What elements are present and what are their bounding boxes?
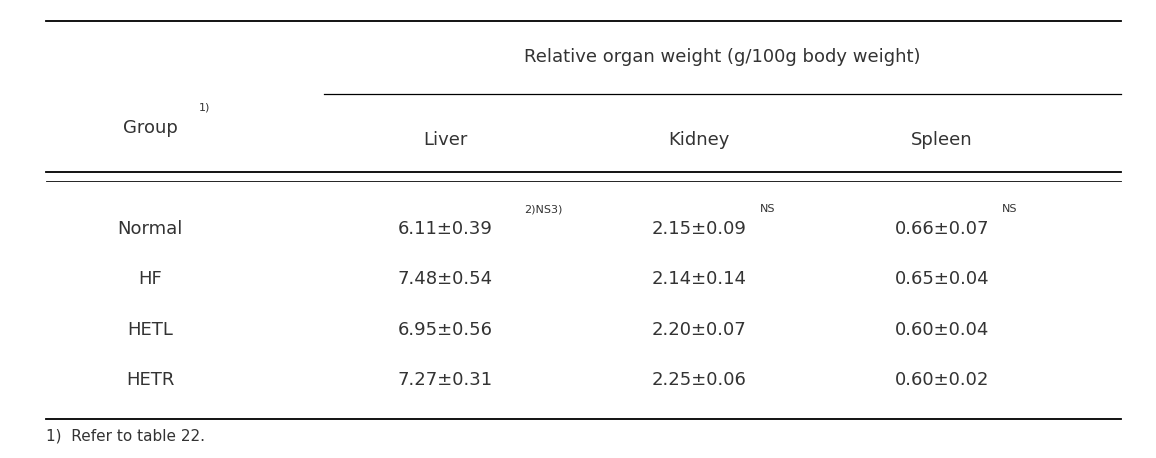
Text: HETR: HETR	[126, 371, 175, 389]
Text: Liver: Liver	[423, 131, 467, 149]
Text: 7.48±0.54: 7.48±0.54	[398, 270, 492, 289]
Text: Relative organ weight (g/100g body weight): Relative organ weight (g/100g body weigh…	[525, 48, 920, 66]
Text: Normal: Normal	[118, 220, 183, 238]
Text: Kidney: Kidney	[668, 131, 731, 149]
Text: NS: NS	[1002, 204, 1017, 214]
Text: HETL: HETL	[127, 321, 173, 339]
Text: 1)  Refer to table 22.: 1) Refer to table 22.	[46, 428, 206, 443]
Text: 0.66±0.07: 0.66±0.07	[895, 220, 990, 238]
Text: Group: Group	[123, 119, 178, 137]
Text: 1): 1)	[199, 102, 210, 112]
Text: Spleen: Spleen	[911, 131, 973, 149]
Text: 6.95±0.56: 6.95±0.56	[398, 321, 492, 339]
Text: 2.20±0.07: 2.20±0.07	[652, 321, 747, 339]
Text: 0.60±0.04: 0.60±0.04	[895, 321, 990, 339]
Text: 2)NS3): 2)NS3)	[524, 204, 562, 214]
Text: NS: NS	[759, 204, 775, 214]
Text: 2.15±0.09: 2.15±0.09	[652, 220, 747, 238]
Text: 2.14±0.14: 2.14±0.14	[652, 270, 747, 289]
Text: HF: HF	[139, 270, 162, 289]
Text: 0.65±0.04: 0.65±0.04	[895, 270, 990, 289]
Text: 6.11±0.39: 6.11±0.39	[398, 220, 492, 238]
Text: 0.60±0.02: 0.60±0.02	[895, 371, 990, 389]
Text: 7.27±0.31: 7.27±0.31	[398, 371, 492, 389]
Text: 2.25±0.06: 2.25±0.06	[652, 371, 747, 389]
